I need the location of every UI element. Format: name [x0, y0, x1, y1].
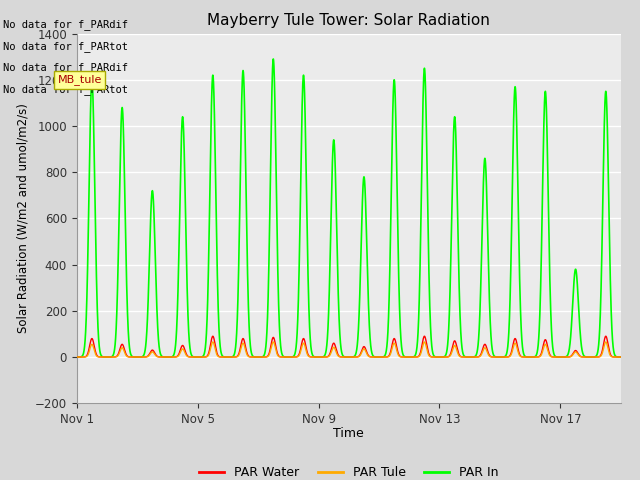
X-axis label: Time: Time [333, 427, 364, 440]
Legend: PAR Water, PAR Tule, PAR In: PAR Water, PAR Tule, PAR In [194, 461, 504, 480]
Text: No data for f_PARtot: No data for f_PARtot [3, 41, 128, 52]
Text: No data for f_PARdif: No data for f_PARdif [3, 19, 128, 30]
Text: No data for f_PARtot: No data for f_PARtot [3, 84, 128, 95]
Y-axis label: Solar Radiation (W/m2 and umol/m2/s): Solar Radiation (W/m2 and umol/m2/s) [17, 104, 29, 333]
Title: Mayberry Tule Tower: Solar Radiation: Mayberry Tule Tower: Solar Radiation [207, 13, 490, 28]
Text: MB_tule: MB_tule [58, 74, 102, 85]
Text: No data for f_PARdif: No data for f_PARdif [3, 62, 128, 73]
